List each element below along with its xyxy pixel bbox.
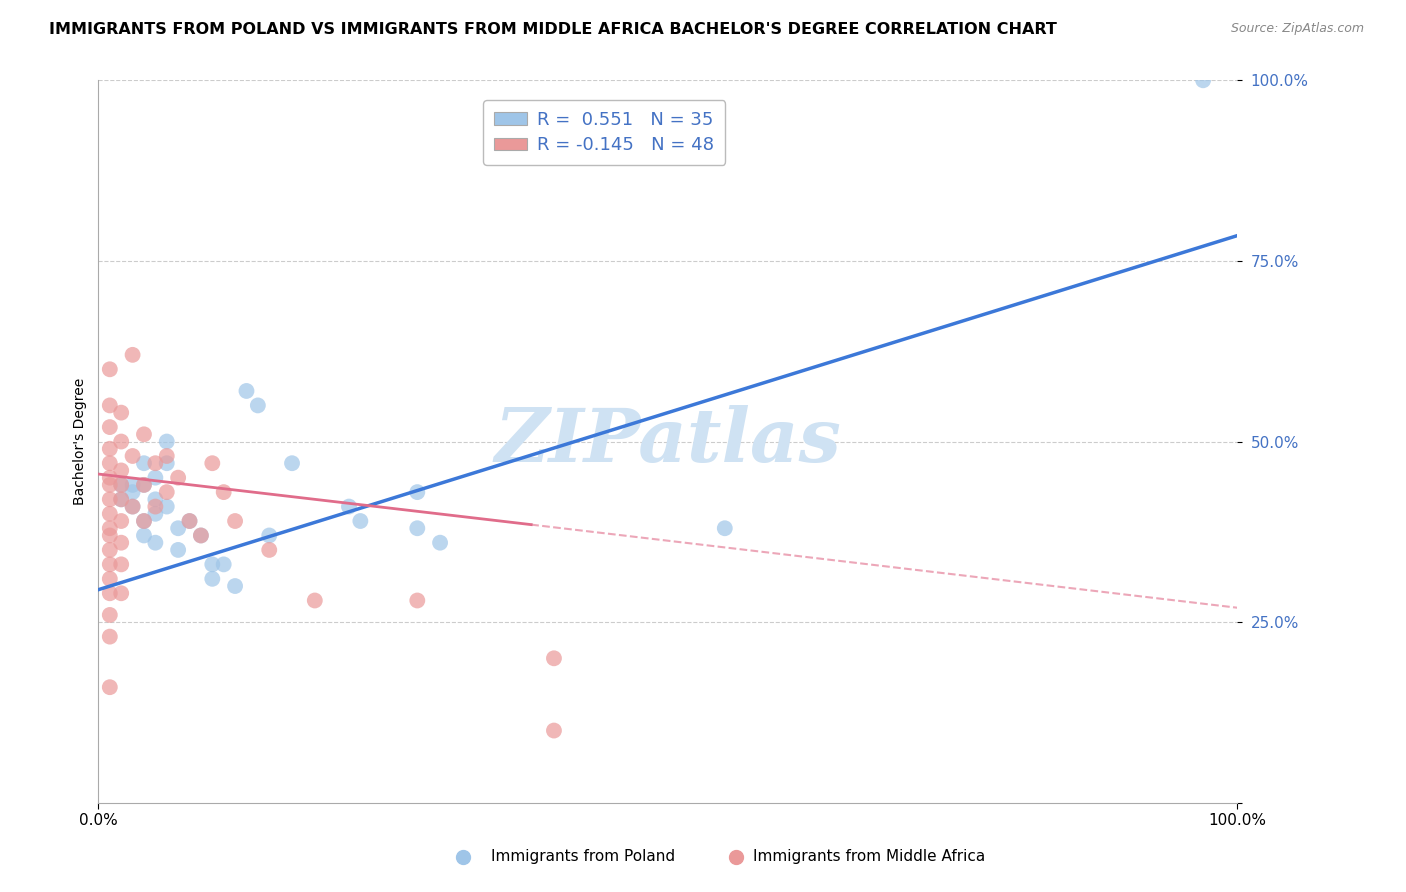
Point — [167, 470, 190, 484]
Point — [110, 492, 132, 507]
Point — [98, 362, 121, 376]
Point — [98, 572, 121, 586]
Point — [201, 456, 224, 470]
Y-axis label: Bachelor's Degree: Bachelor's Degree — [73, 378, 87, 505]
Point — [179, 514, 201, 528]
Point — [145, 470, 167, 484]
Point — [156, 485, 179, 500]
Point — [190, 528, 212, 542]
Point — [132, 514, 155, 528]
Point — [429, 535, 451, 549]
Text: Source: ZipAtlas.com: Source: ZipAtlas.com — [1230, 22, 1364, 36]
Point — [212, 558, 235, 572]
Text: Immigrants from Middle Africa: Immigrants from Middle Africa — [754, 849, 986, 864]
Point — [543, 723, 565, 738]
Point — [145, 535, 167, 549]
Point — [98, 586, 121, 600]
Text: ZIPatlas: ZIPatlas — [495, 405, 841, 478]
Point — [406, 593, 429, 607]
Point — [110, 535, 132, 549]
Point — [98, 630, 121, 644]
Point — [121, 500, 143, 514]
Point — [201, 558, 224, 572]
Point — [98, 442, 121, 456]
Point — [224, 579, 246, 593]
Point — [110, 586, 132, 600]
Point — [98, 398, 121, 412]
Point — [145, 456, 167, 470]
Point — [121, 500, 143, 514]
Point — [406, 521, 429, 535]
Point — [246, 398, 269, 412]
Point — [190, 528, 212, 542]
Point — [167, 521, 190, 535]
Point — [235, 384, 257, 398]
Point — [98, 607, 121, 622]
Point — [98, 478, 121, 492]
Point — [259, 542, 281, 557]
Legend: R =  0.551   N = 35, R = -0.145   N = 48: R = 0.551 N = 35, R = -0.145 N = 48 — [484, 100, 725, 165]
Point — [156, 456, 179, 470]
Text: Immigrants from Poland: Immigrants from Poland — [491, 849, 675, 864]
Point — [349, 514, 371, 528]
Point — [132, 514, 155, 528]
Point — [145, 500, 167, 514]
Point — [132, 478, 155, 492]
Point — [98, 680, 121, 694]
Point — [451, 850, 474, 864]
Point — [132, 478, 155, 492]
Point — [121, 348, 143, 362]
Point — [212, 485, 235, 500]
Point — [714, 521, 737, 535]
Point — [98, 492, 121, 507]
Point — [167, 542, 190, 557]
Text: IMMIGRANTS FROM POLAND VS IMMIGRANTS FROM MIDDLE AFRICA BACHELOR'S DEGREE CORREL: IMMIGRANTS FROM POLAND VS IMMIGRANTS FRO… — [49, 22, 1057, 37]
Point — [110, 492, 132, 507]
Point — [121, 485, 143, 500]
Point — [110, 558, 132, 572]
Point — [281, 456, 304, 470]
Point — [145, 492, 167, 507]
Point — [98, 542, 121, 557]
Point — [259, 528, 281, 542]
Point — [98, 521, 121, 535]
Point — [1192, 73, 1215, 87]
Point — [145, 507, 167, 521]
Point — [110, 434, 132, 449]
Point — [110, 406, 132, 420]
Point — [337, 500, 360, 514]
Point — [98, 507, 121, 521]
Point — [304, 593, 326, 607]
Point — [543, 651, 565, 665]
Point — [98, 420, 121, 434]
Point — [132, 456, 155, 470]
Point — [201, 572, 224, 586]
Point — [98, 456, 121, 470]
Point — [110, 463, 132, 477]
Point — [725, 850, 748, 864]
Point — [156, 434, 179, 449]
Point — [406, 485, 429, 500]
Point — [110, 478, 132, 492]
Point — [110, 478, 132, 492]
Point — [121, 449, 143, 463]
Point — [132, 528, 155, 542]
Point — [98, 558, 121, 572]
Point — [132, 427, 155, 442]
Point — [156, 500, 179, 514]
Point — [110, 514, 132, 528]
Point — [121, 478, 143, 492]
Point — [98, 528, 121, 542]
Point — [156, 449, 179, 463]
Point — [98, 470, 121, 484]
Point — [179, 514, 201, 528]
Point — [224, 514, 246, 528]
